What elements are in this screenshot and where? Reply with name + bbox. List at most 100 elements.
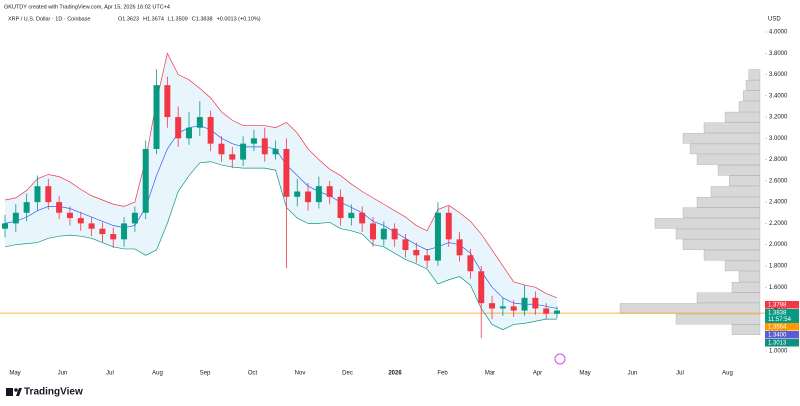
candle-body	[456, 239, 463, 256]
candle-body	[261, 138, 268, 155]
candle-body	[478, 271, 485, 304]
y-tick-label: 2.4000	[769, 200, 788, 206]
candle-body	[88, 223, 95, 229]
event-icon	[554, 353, 566, 365]
price-label-text: 1.3838	[768, 310, 787, 316]
brand: TradingView	[24, 387, 83, 398]
price-label: 1.3013	[765, 339, 799, 347]
candle-body	[445, 212, 452, 240]
price-label-text: 1.3013	[768, 340, 787, 346]
volume-profile-bar	[738, 271, 761, 282]
x-tick-label: Aug	[152, 371, 163, 377]
candle-body	[315, 186, 322, 203]
candle-body	[543, 308, 550, 314]
candle-body	[45, 186, 52, 203]
candle-body	[2, 223, 8, 229]
candle-body	[521, 297, 528, 311]
x-tick-label: Nov	[295, 371, 306, 377]
volume-profile-bar	[654, 218, 761, 229]
candle-body	[370, 223, 376, 240]
candle-body	[380, 228, 387, 240]
candle-body	[510, 306, 517, 311]
volume-profile-bar	[682, 133, 761, 144]
candle-body	[532, 297, 539, 309]
volume-profile-bar	[745, 80, 761, 91]
ohlc-value: C1.3838	[192, 16, 213, 22]
x-tick-label: 2026	[388, 371, 402, 377]
x-tick-label: Apr	[533, 371, 542, 377]
candle-body	[99, 228, 106, 235]
volume-profile-bar	[675, 313, 761, 325]
x-tick-label: May	[579, 371, 590, 377]
candle-body	[467, 255, 474, 272]
x-tick-label: May	[9, 371, 20, 377]
ohlc-value: L1.3509	[168, 16, 188, 22]
volume-profile-bar	[703, 250, 761, 261]
volume-profile-bar	[731, 324, 761, 335]
candle-body	[207, 117, 214, 144]
price-label: 1.3798	[765, 301, 799, 309]
candle-body	[294, 191, 301, 197]
candle-body	[229, 154, 236, 160]
y-tick-label: 3.8000	[769, 51, 788, 57]
symbol: XRP / U.S. Dollar · 1D · Coinbase	[8, 16, 90, 22]
price-label: 1.3564	[765, 323, 799, 331]
y-tick-label: 2.2000	[769, 221, 788, 227]
candle-body	[499, 306, 506, 309]
price-label-box	[765, 301, 799, 309]
price-label-box	[765, 323, 799, 331]
volume-profile-bar	[675, 228, 761, 240]
candle-body	[77, 218, 84, 224]
ohlc-value: H1.3674	[143, 16, 164, 22]
volume-profile-bar	[724, 260, 761, 272]
candle-body	[12, 212, 19, 224]
volume-profile-bar	[689, 143, 761, 155]
price-label-text: 1.3564	[768, 324, 787, 330]
volume-profile-bar	[738, 101, 761, 112]
logo	[6, 388, 22, 396]
volume-profile-bar	[682, 207, 761, 218]
candle-body	[337, 196, 344, 219]
x-tick-label: Jun	[628, 371, 638, 377]
volume-profile-bar	[717, 165, 761, 176]
middle-band	[4, 125, 558, 309]
x-tick-label: Sep	[200, 371, 211, 377]
y-tick-label: 3.0000	[769, 136, 788, 142]
band-fill	[5, 53, 557, 330]
price-label-box	[765, 309, 799, 323]
candle-body	[218, 143, 225, 155]
candle-body	[489, 303, 496, 309]
volume-profile-bar	[724, 111, 761, 123]
x-tick-label: Mar	[485, 371, 495, 377]
candle-body	[424, 255, 431, 261]
candle-body	[434, 212, 441, 261]
candle-body	[413, 249, 420, 256]
candle-body	[66, 212, 73, 219]
price-label: 1.3400	[765, 331, 799, 339]
ohlc-value: O1.3623	[118, 16, 139, 22]
y-tick-label: 2.0000	[769, 242, 788, 248]
candle-body	[348, 212, 355, 219]
candle-body	[186, 127, 192, 139]
x-tick-label: Dec	[342, 371, 353, 377]
volume-profile-bar	[748, 69, 761, 80]
candle-body	[326, 186, 333, 197]
x-tick-label: Jul	[106, 371, 114, 377]
y-tick-label: 2.8000	[769, 157, 788, 163]
ohlc-value: +0.0013 (+0.10%)	[217, 16, 261, 22]
candle-body	[110, 234, 117, 240]
volume-profile-bar	[743, 90, 761, 101]
candle-body	[283, 148, 290, 197]
currency: USD	[768, 17, 781, 23]
y-tick-label: 1.0000	[769, 349, 788, 355]
volume-profile-bar	[696, 292, 761, 304]
x-tick-label: Jul	[676, 371, 684, 377]
candle-body	[305, 191, 312, 203]
credit: GKUTDY created with TradingView.com, Apr…	[4, 4, 170, 10]
y-tick-label: 4.0000	[769, 30, 788, 36]
volume-profile-bar	[703, 122, 761, 133]
candle-body	[272, 148, 279, 155]
candle-body	[196, 117, 203, 128]
